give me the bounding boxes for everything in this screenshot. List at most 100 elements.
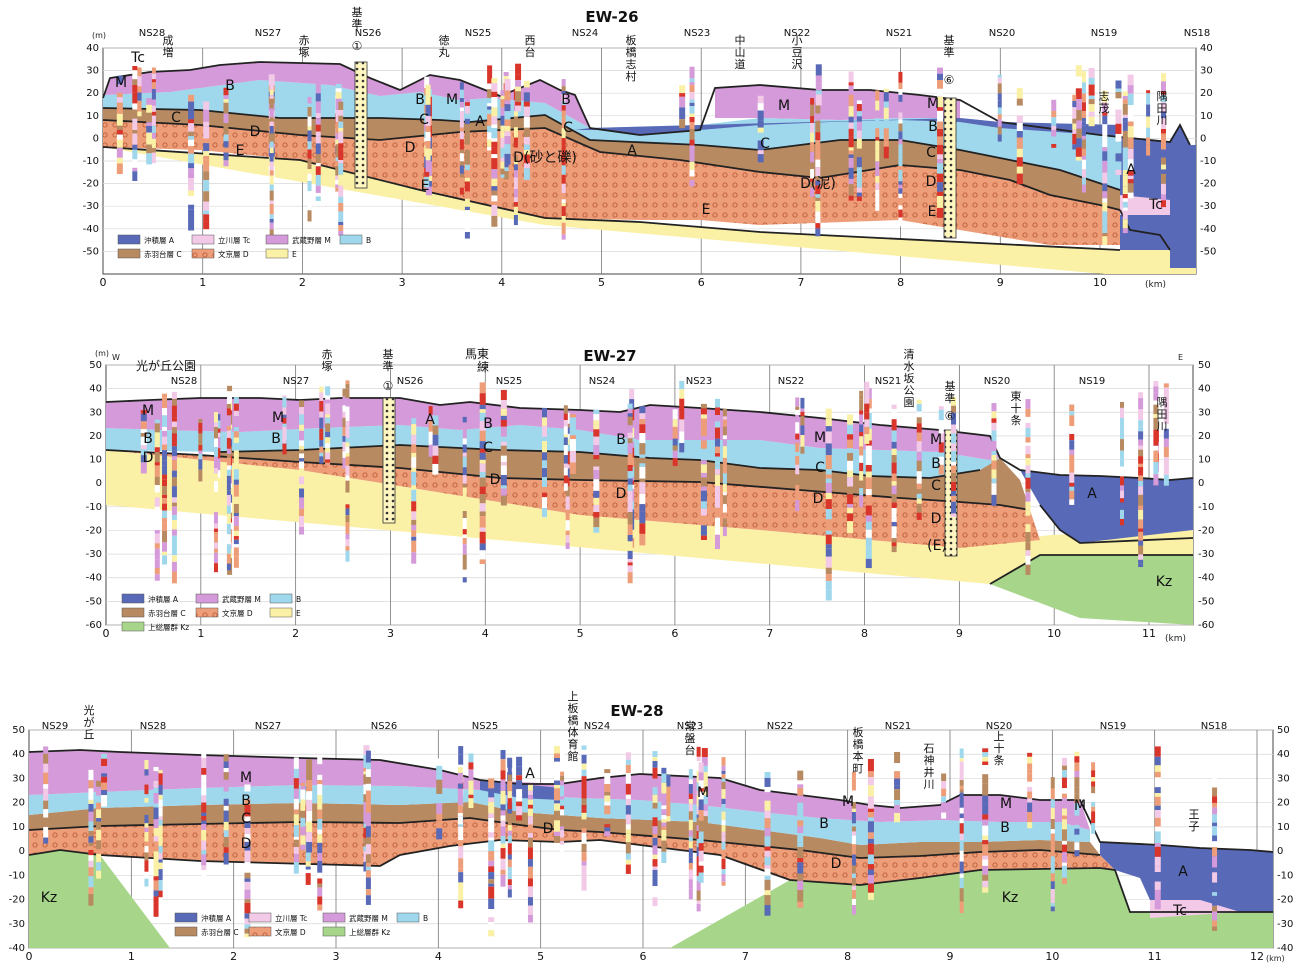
log-segment <box>916 474 922 484</box>
log-segment <box>815 185 821 195</box>
log-segment <box>593 459 600 467</box>
log-segment <box>795 455 800 465</box>
log-segment <box>689 139 695 146</box>
log-segment <box>1115 88 1122 92</box>
log-segment <box>795 433 800 440</box>
log-segment <box>1050 889 1055 900</box>
log-segment <box>959 771 964 781</box>
log-segment <box>714 465 720 470</box>
log-segment <box>627 425 633 433</box>
log-segment <box>1025 510 1031 516</box>
log-segment <box>560 826 565 830</box>
log-segment <box>1120 459 1125 467</box>
log-segment <box>1138 426 1144 432</box>
log-segment <box>1061 829 1067 834</box>
log-segment <box>198 453 203 460</box>
log-segment <box>464 181 470 192</box>
log-segment <box>639 493 646 505</box>
place-kijun1n: ① <box>352 39 363 53</box>
log-segment <box>875 198 880 211</box>
log-segment <box>714 486 720 497</box>
place-itabashi-char: 板 <box>626 33 637 47</box>
log-segment <box>800 408 805 412</box>
log-segment <box>188 153 195 164</box>
log-segment <box>894 763 901 772</box>
log-segment <box>317 883 323 888</box>
log-segment <box>916 432 922 442</box>
log-segment <box>432 455 439 464</box>
log-segment <box>593 512 600 518</box>
log-segment <box>1120 466 1125 477</box>
y-tick-left: 30 <box>89 407 102 418</box>
x-tick: 9 <box>997 276 1004 289</box>
log-segment <box>810 142 815 152</box>
unit-label: B <box>143 431 153 447</box>
place-akatsuka: 赤塚 <box>322 348 333 373</box>
borehole-logs <box>116 63 1166 246</box>
place-kijun1-char: 基 <box>383 348 394 361</box>
log-segment <box>848 122 854 129</box>
x-tick: 3 <box>333 950 340 963</box>
log-segment <box>627 535 633 542</box>
log-segment <box>1081 148 1086 156</box>
log-segment <box>269 184 274 191</box>
log-segment <box>714 407 720 416</box>
log-segment <box>848 157 854 168</box>
log-segment <box>132 144 138 150</box>
log-segment <box>825 431 832 444</box>
west-label: W <box>112 353 120 362</box>
log-segment <box>764 875 771 880</box>
log-segment <box>88 849 94 856</box>
log-segment <box>815 200 821 212</box>
log-segment <box>305 869 311 874</box>
log-segment <box>411 467 417 472</box>
log-segment <box>1102 198 1108 203</box>
log-segment <box>951 461 957 466</box>
log-segment <box>848 71 854 83</box>
place-shakujii-char: 石 <box>924 742 935 755</box>
log-segment <box>1069 440 1075 450</box>
log-segment <box>891 542 897 547</box>
log-segment <box>1154 817 1161 827</box>
log-segment <box>269 203 274 215</box>
log-segment <box>1074 748 1080 752</box>
log-segment <box>1153 474 1159 486</box>
log-segment <box>1069 426 1075 434</box>
log-segment <box>154 492 160 498</box>
log-segment <box>797 815 804 821</box>
log-segment <box>561 128 566 139</box>
log-segment <box>700 403 707 409</box>
log-segment <box>604 791 611 796</box>
log-segment <box>144 802 149 807</box>
log-segment <box>198 418 203 423</box>
place-kamiitabashi-char: 体 <box>568 725 579 739</box>
log-segment <box>523 144 530 151</box>
log-segment <box>679 389 685 399</box>
log-segment <box>338 101 344 110</box>
log-segment <box>319 400 324 412</box>
log-segment <box>689 99 695 103</box>
log-segment <box>757 99 764 104</box>
log-segment <box>411 524 417 531</box>
log-segment <box>815 132 821 141</box>
log-segment <box>721 874 726 882</box>
log-segment <box>639 523 646 534</box>
log-segment <box>764 850 771 857</box>
log-segment <box>848 150 854 155</box>
log-segment <box>201 823 207 830</box>
log-segment <box>1212 895 1218 903</box>
log-segment <box>916 423 922 433</box>
y-tick-left: 0 <box>93 133 99 144</box>
log-segment <box>233 442 239 451</box>
log-segment <box>593 490 600 498</box>
log-segment <box>516 801 523 807</box>
log-segment <box>233 479 239 485</box>
log-segment <box>891 521 897 527</box>
log-segment <box>722 435 727 440</box>
log-segment <box>1138 475 1144 481</box>
place-higashijujo-char: 東 <box>1011 390 1022 403</box>
log-segment <box>722 492 727 496</box>
log-segment <box>43 809 49 818</box>
log-segment <box>722 518 727 527</box>
